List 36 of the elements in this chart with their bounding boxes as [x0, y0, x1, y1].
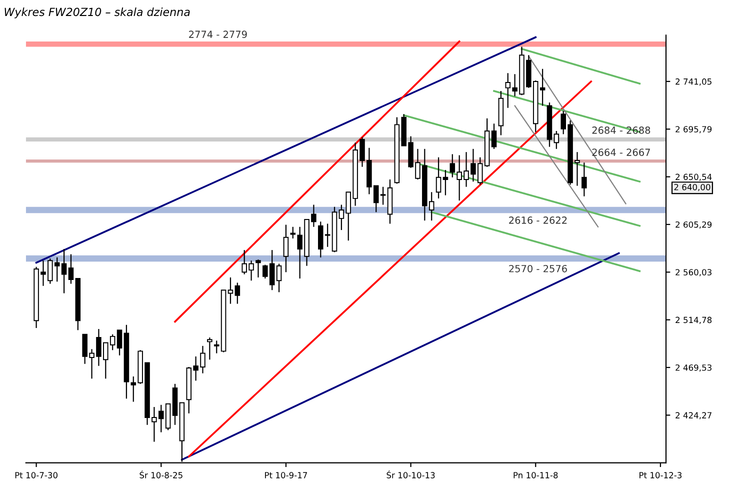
- candlestick: [61, 248, 67, 294]
- y-tick-label: 2 469,53: [676, 364, 712, 372]
- candlestick: [442, 169, 448, 196]
- y-tick-label: 2 605,29: [676, 221, 712, 229]
- candlestick: [68, 254, 74, 284]
- candlestick: [256, 258, 261, 278]
- candlestick: [582, 162, 587, 197]
- x-tick-label: Pn 10-11-8: [514, 472, 558, 478]
- y-tick-label: 2 560,03: [676, 269, 712, 276]
- x-tick-label: Pt 10-12-3: [640, 472, 682, 478]
- text: 2 640,00: [674, 184, 710, 192]
- candlestick: [276, 263, 282, 293]
- candlestick: [491, 123, 497, 150]
- candlestick: [234, 282, 240, 304]
- band-label: 2774 - 2779: [189, 30, 247, 38]
- y-tick-label: 2 424,27: [676, 412, 712, 420]
- x-tick-label: Pt 10-9-17: [265, 472, 307, 478]
- band-label: 2616 - 2622: [509, 216, 567, 224]
- x-tick-label: Śr 10-10-13: [386, 470, 435, 478]
- y-tick-label: 2 514,78: [676, 316, 712, 324]
- candlestick: [554, 130, 560, 150]
- candlestick: [207, 336, 212, 360]
- band-label: 2664 - 2667: [592, 148, 650, 156]
- candlestick: [290, 226, 296, 240]
- chart-title: Wykres FW20Z10 – skala dzienna: [4, 8, 190, 18]
- candlestick: [116, 330, 122, 356]
- y-tick-label: 2 695,79: [676, 126, 712, 134]
- candlestick: [228, 276, 234, 304]
- candlestick: [214, 340, 220, 354]
- x-tick-label: Śr 10-8-25: [140, 470, 182, 478]
- band-label: 2570 - 2576: [509, 264, 567, 272]
- candlestick: [283, 224, 289, 273]
- candlestick: [436, 156, 442, 199]
- y-tick-label: 2 741,05: [676, 78, 712, 86]
- y-tick-label: 2 650,54: [676, 174, 712, 181]
- x-tick-label: Pt 10-7-30: [15, 472, 58, 478]
